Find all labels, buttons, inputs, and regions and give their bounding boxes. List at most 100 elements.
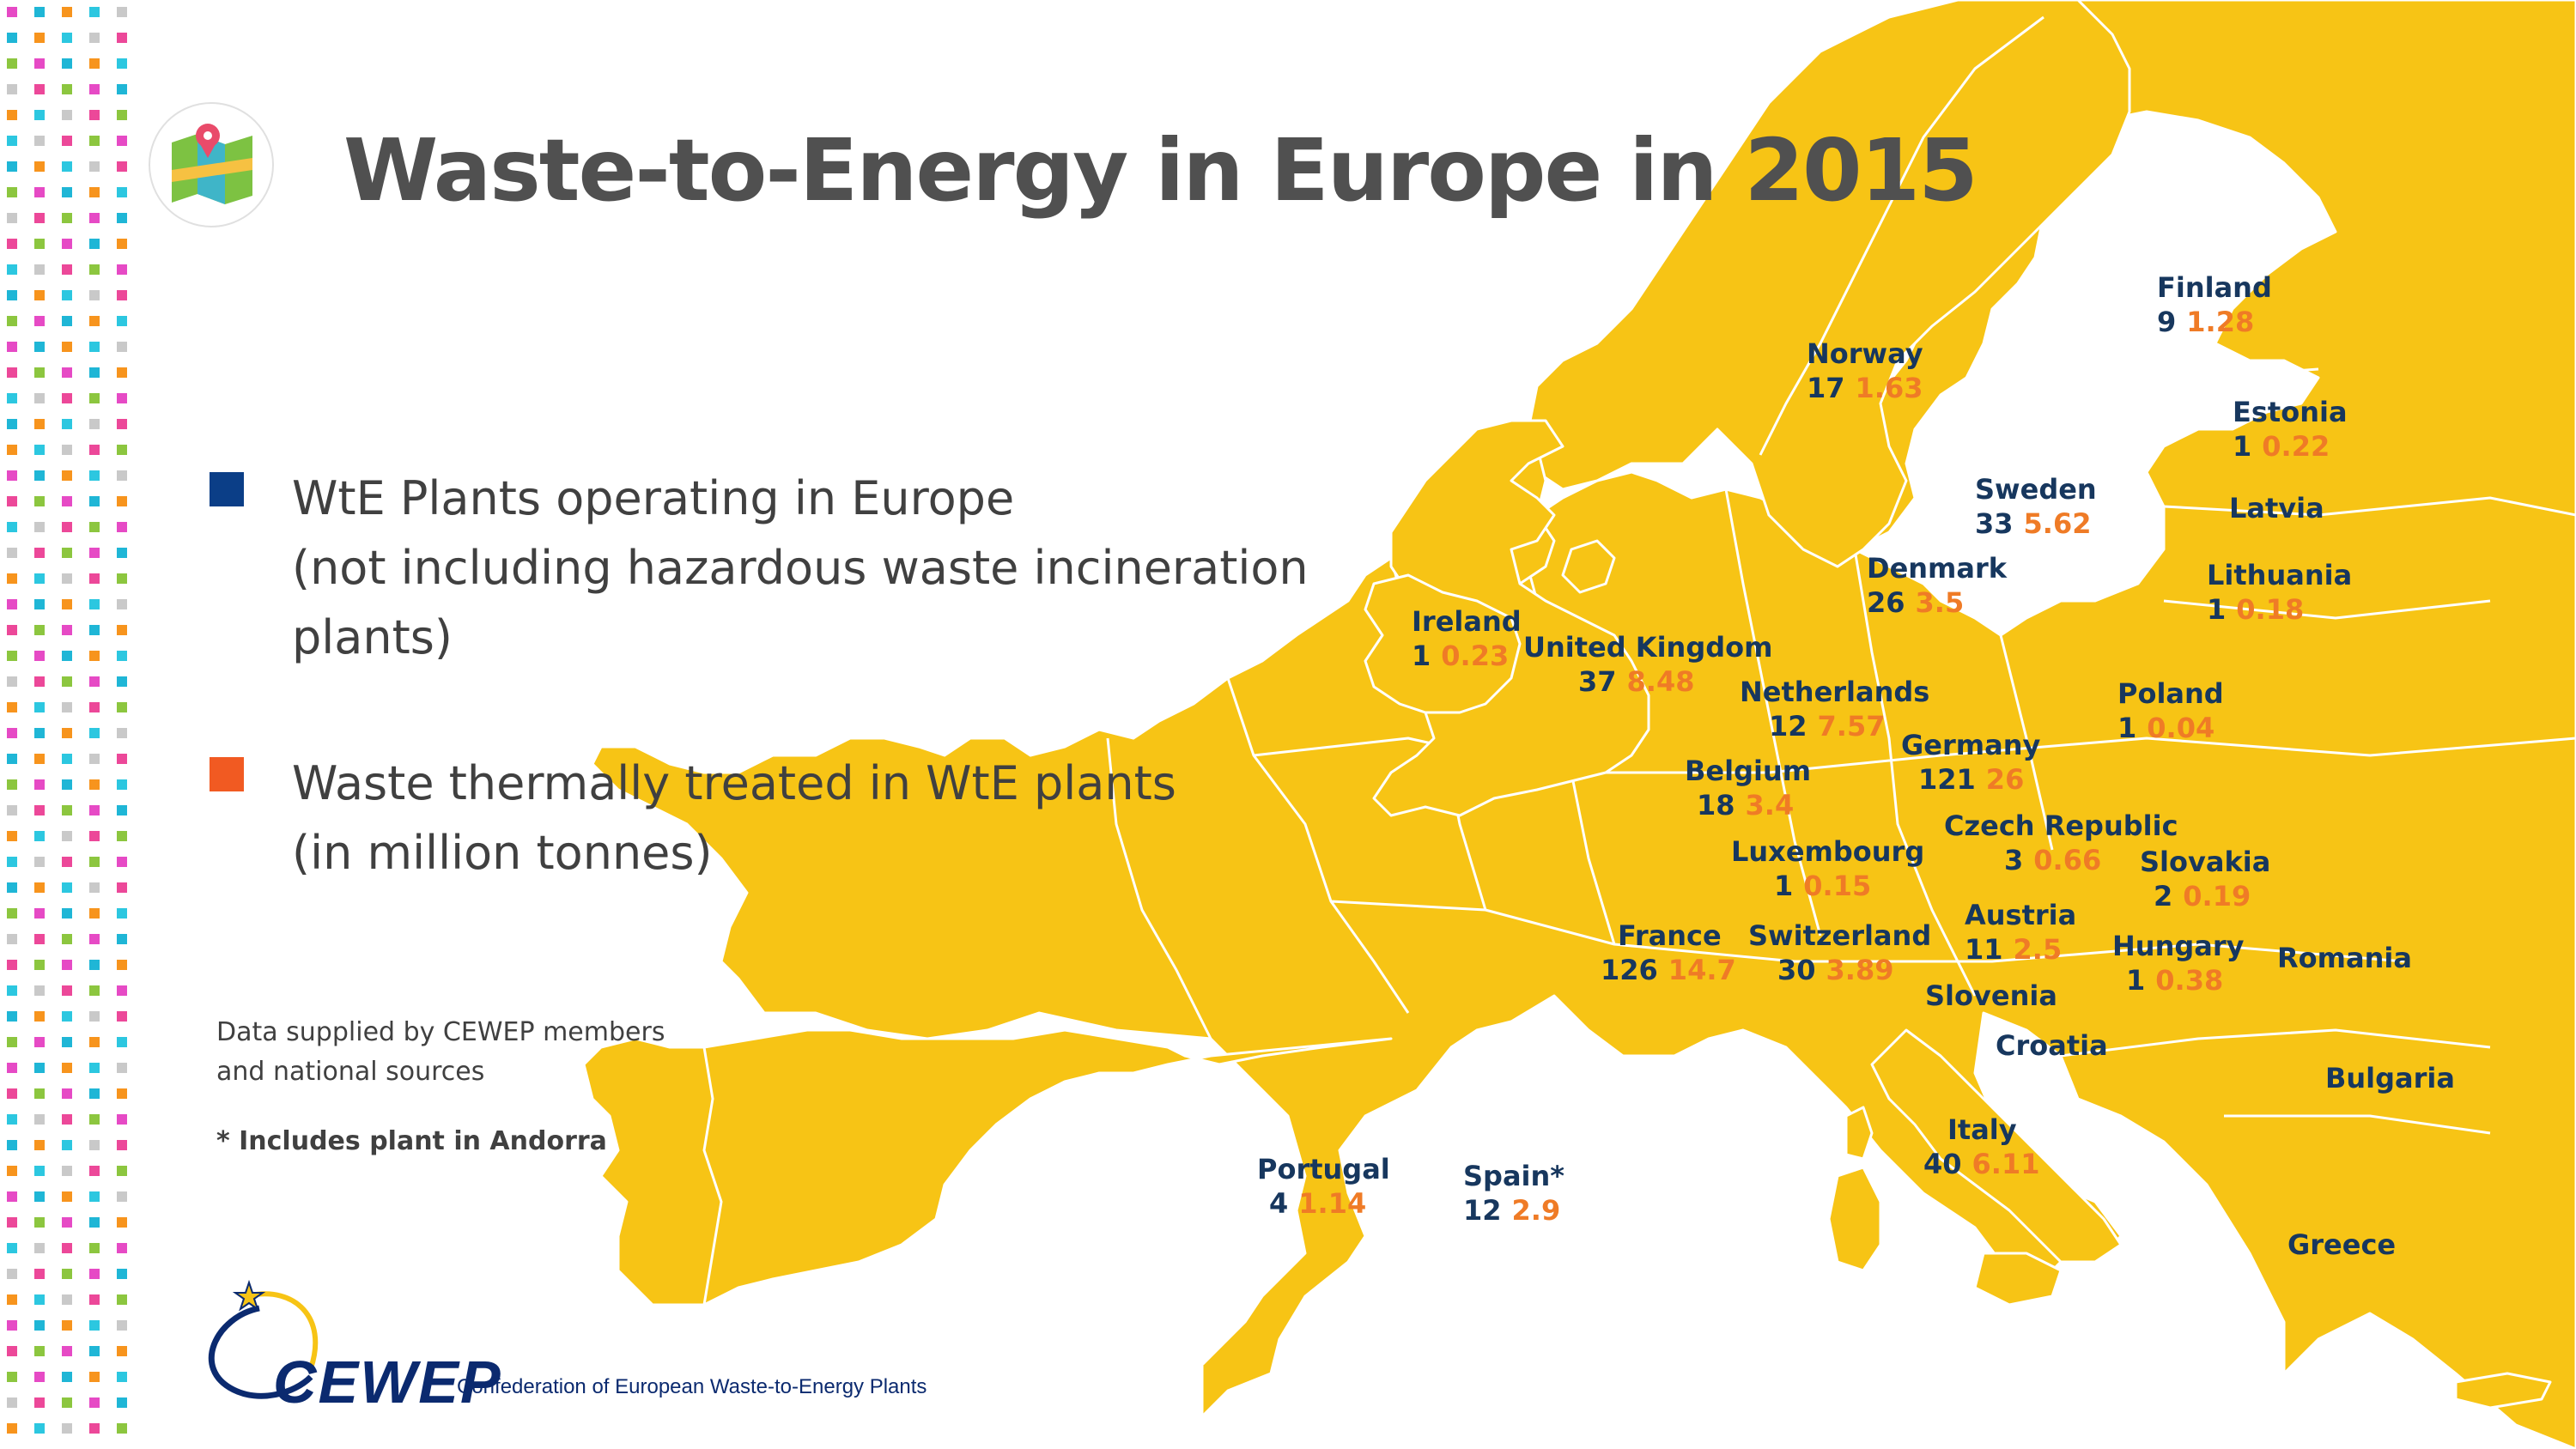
source-note: Data supplied by CEWEP members and natio… bbox=[216, 1013, 665, 1092]
decorative-dot bbox=[34, 1397, 45, 1408]
waste-tonnes: 0.15 bbox=[1803, 870, 1872, 902]
decorative-dot bbox=[89, 1217, 100, 1228]
zealand-island bbox=[1561, 539, 1616, 594]
decorative-dot bbox=[62, 496, 72, 506]
italian-peninsula bbox=[1870, 1028, 2123, 1264]
decorative-dot bbox=[117, 573, 127, 584]
decorative-dot bbox=[34, 1114, 45, 1125]
decorative-dot bbox=[117, 728, 127, 738]
decorative-dot bbox=[89, 7, 100, 17]
decorative-dot bbox=[62, 342, 72, 352]
country-name: Germany bbox=[1901, 729, 2041, 761]
decorative-dot bbox=[7, 1140, 17, 1150]
decorative-dot bbox=[89, 599, 100, 609]
decorative-dot bbox=[117, 1166, 127, 1176]
plant-count: 1 bbox=[2117, 712, 2137, 744]
decorative-dot bbox=[7, 625, 17, 635]
waste-tonnes: 3.4 bbox=[1745, 789, 1795, 822]
decorative-dot bbox=[34, 213, 45, 223]
decorative-dot bbox=[89, 161, 100, 172]
decorative-dot bbox=[117, 33, 127, 43]
plant-count: 1 bbox=[1774, 870, 1794, 902]
waste-tonnes: 1.14 bbox=[1298, 1187, 1367, 1220]
decorative-dot bbox=[117, 213, 127, 223]
decorative-dot bbox=[62, 857, 72, 867]
country-name: Netherlands bbox=[1740, 676, 1930, 708]
decorative-dot bbox=[7, 290, 17, 300]
decorative-dot bbox=[62, 84, 72, 94]
waste-tonnes: 0.23 bbox=[1441, 640, 1510, 672]
waste-tonnes: 0.66 bbox=[2033, 844, 2102, 876]
decorative-dot bbox=[62, 1037, 72, 1047]
decorative-dot bbox=[62, 290, 72, 300]
country-label-united-kingdom: United Kingdom 37 8.48 bbox=[1523, 630, 1772, 699]
country-name: Hungary bbox=[2112, 930, 2245, 962]
scandinavian-peninsula bbox=[1527, 0, 2131, 568]
decorative-dot bbox=[62, 625, 72, 635]
country-label-netherlands: Netherlands 12 7.57 bbox=[1740, 675, 1929, 743]
decorative-dot bbox=[117, 1243, 127, 1253]
plant-count: 33 bbox=[1975, 507, 2014, 540]
decorative-dot bbox=[89, 728, 100, 738]
decorative-dot bbox=[34, 702, 45, 712]
norway-sweden-border bbox=[1759, 15, 2044, 456]
decorative-dot bbox=[89, 1269, 100, 1279]
decorative-dot bbox=[89, 882, 100, 893]
decorative-dot bbox=[89, 1243, 100, 1253]
plant-count: 1 bbox=[1412, 640, 1431, 672]
decorative-dot bbox=[7, 779, 17, 790]
decorative-dot bbox=[7, 161, 17, 172]
decorative-dot bbox=[34, 33, 45, 43]
decorative-dot bbox=[7, 1011, 17, 1022]
decorative-dot bbox=[89, 136, 100, 146]
decorative-dot bbox=[7, 651, 17, 661]
decorative-dot bbox=[34, 445, 45, 455]
decorative-dot bbox=[117, 187, 127, 197]
decorative-dot bbox=[89, 1088, 100, 1099]
decorative-dot bbox=[117, 1269, 127, 1279]
decorative-dot bbox=[117, 857, 127, 867]
decorative-dot bbox=[89, 58, 100, 69]
source-note-line: and national sources bbox=[216, 1057, 485, 1087]
country-name: Lithuania bbox=[2207, 559, 2353, 591]
decorative-dot bbox=[7, 728, 17, 738]
decorative-dot bbox=[7, 84, 17, 94]
decorative-dot bbox=[7, 599, 17, 609]
decorative-dot bbox=[34, 1423, 45, 1434]
decorative-dot bbox=[62, 187, 72, 197]
country-name: Portugal bbox=[1257, 1153, 1390, 1185]
waste-tonnes: 2.5 bbox=[2013, 933, 2063, 966]
decorative-dot bbox=[7, 1320, 17, 1331]
decorative-dot bbox=[34, 367, 45, 378]
country-label-austria: Austria 11 2.5 bbox=[1965, 898, 2076, 967]
decorative-dot bbox=[34, 393, 45, 403]
decorative-dot bbox=[7, 1063, 17, 1073]
decorative-dot bbox=[34, 779, 45, 790]
decorative-dot bbox=[34, 316, 45, 326]
decorative-dot bbox=[89, 1320, 100, 1331]
decorative-dot bbox=[34, 548, 45, 558]
country-name: Spain* bbox=[1463, 1160, 1565, 1192]
decorative-dot bbox=[34, 857, 45, 867]
decorative-dot bbox=[34, 1140, 45, 1150]
legend-line: Waste thermally treated in WtE plants bbox=[292, 756, 1176, 810]
iberian-peninsula bbox=[582, 1028, 1393, 1307]
decorative-dot bbox=[62, 110, 72, 120]
decorative-dot bbox=[117, 84, 127, 94]
cewep-wordmark: CEWEP bbox=[273, 1349, 502, 1416]
decorative-dot bbox=[117, 960, 127, 970]
decorative-dot bbox=[117, 934, 127, 944]
plant-count: 12 bbox=[1769, 710, 1807, 743]
decorative-dot bbox=[117, 805, 127, 815]
decorative-dot bbox=[34, 1320, 45, 1331]
decorative-dot bbox=[7, 1037, 17, 1047]
decorative-dot bbox=[117, 1063, 127, 1073]
plant-count: 26 bbox=[1867, 586, 1905, 619]
country-label-germany: Germany 121 26 bbox=[1901, 728, 2040, 797]
decorative-dot bbox=[89, 522, 100, 532]
decorative-dot bbox=[62, 1114, 72, 1125]
decorative-dot-pattern bbox=[7, 7, 127, 1434]
decorative-dot bbox=[7, 342, 17, 352]
decorative-dot bbox=[89, 110, 100, 120]
decorative-dot bbox=[34, 985, 45, 996]
